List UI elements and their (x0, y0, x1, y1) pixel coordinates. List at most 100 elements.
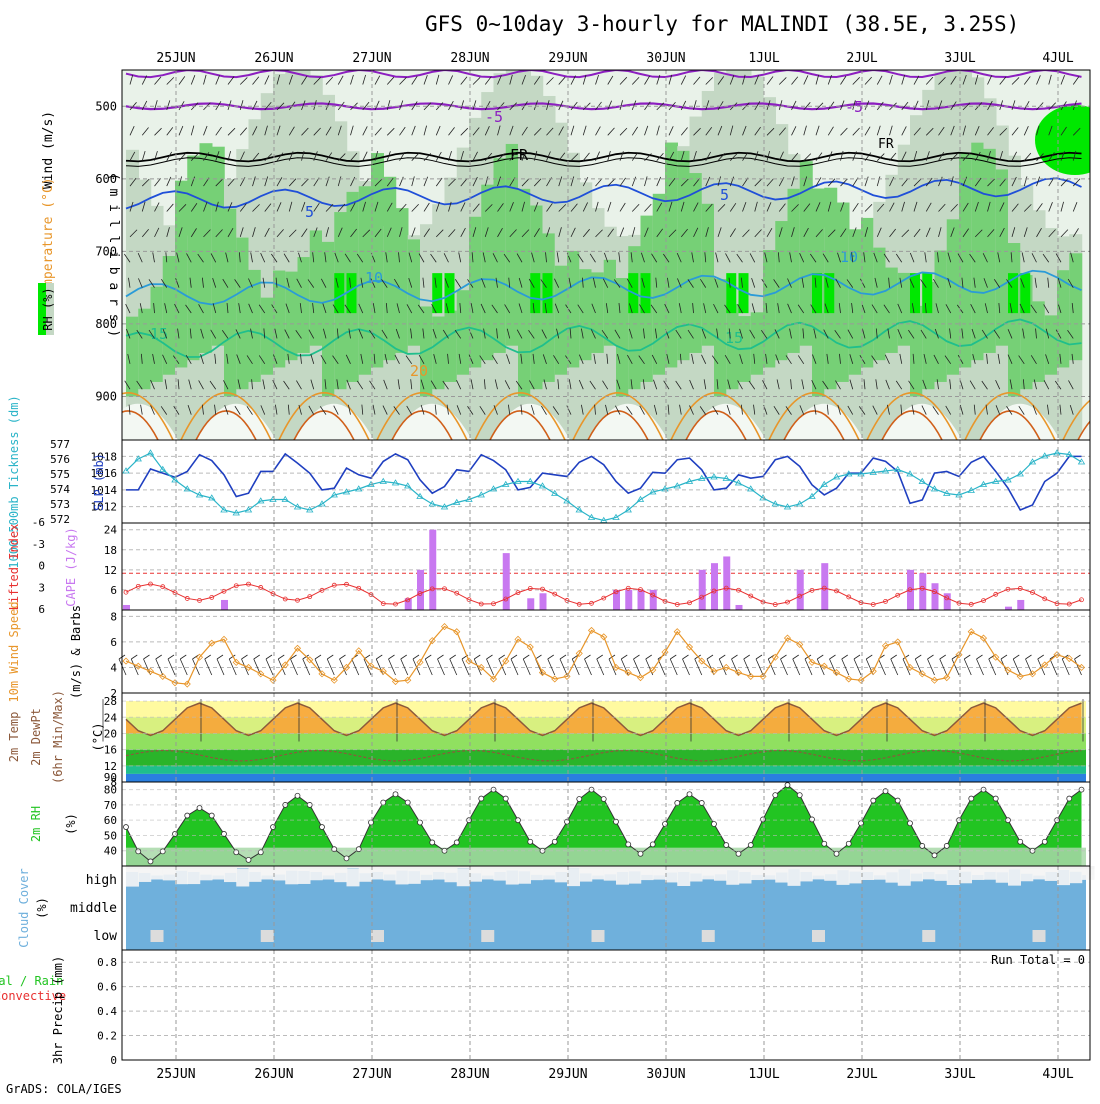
rh-band-mid (959, 152, 972, 368)
wind-barb (766, 127, 775, 136)
wind-barb (797, 355, 805, 365)
x-axis-label-top: 29JUN (548, 51, 587, 66)
wind-barb (863, 379, 866, 390)
wind-barb (333, 405, 339, 415)
isotherm-20-arch (768, 392, 860, 440)
wind-barb (411, 227, 416, 238)
wind-barb (325, 204, 334, 212)
wind-barb (314, 654, 322, 660)
wind-barb (827, 201, 832, 212)
wind-barb (976, 658, 984, 676)
wind-barb (238, 303, 241, 314)
wind-barb (337, 75, 344, 85)
cloud-high-clear (726, 869, 740, 885)
wind-barb (179, 658, 188, 676)
wind-barb (203, 229, 211, 238)
wind-barb (1025, 654, 1032, 660)
wind-barb (508, 277, 511, 288)
wind-barb (849, 379, 854, 390)
wind-barb (1060, 101, 1067, 111)
wind-speed-point (208, 639, 216, 647)
wind-barb (250, 328, 253, 339)
cape-bar (404, 598, 412, 610)
wind-barb (913, 178, 922, 187)
isotherm-20-arch (866, 392, 958, 440)
isotherm-20-arch (278, 392, 370, 440)
wind-barb (669, 658, 678, 676)
isotherm-20-arch (670, 392, 762, 440)
wind-barb (951, 658, 960, 676)
rh-point (429, 839, 436, 846)
wind-barb (689, 379, 694, 390)
wind-barb (546, 100, 550, 111)
thickness-point (992, 477, 1000, 484)
wind-barb (276, 177, 283, 187)
wind-barb (1060, 201, 1064, 212)
wind-barb (760, 329, 768, 339)
wind-barb (227, 127, 236, 136)
rh-band-wet (910, 273, 920, 314)
rh-tick-label: 50 (104, 829, 117, 842)
wind-barb (705, 100, 710, 111)
wind-barb (895, 253, 903, 263)
wind-barb (876, 125, 881, 136)
wind-barb (272, 380, 278, 390)
lifted-index-axis-label: Lifted Index (7, 524, 21, 611)
wind-barb (251, 379, 253, 390)
rh-point (968, 795, 975, 802)
thickness-point (747, 485, 755, 492)
wind-barb (125, 303, 131, 314)
cloud-low-gap (591, 930, 605, 942)
isotherm-label: -5 (845, 98, 863, 116)
wind-barb (201, 404, 204, 415)
wind-barb (656, 74, 661, 85)
wind-barb (815, 229, 823, 238)
wind-barb (335, 277, 339, 288)
lifted-index-point (858, 600, 864, 606)
wind-barb (839, 353, 841, 364)
wind-barb (606, 353, 609, 364)
cloud-high-clear (273, 869, 286, 881)
wind-barb (743, 658, 752, 676)
cloud-high-clear (1008, 869, 1021, 886)
wind-barb (472, 203, 480, 212)
rh-band-mid (469, 216, 482, 368)
wind-barb (1006, 279, 1013, 288)
temp-axis-label: 2m Temp (7, 712, 21, 763)
cape-bar (1005, 606, 1012, 610)
lifted-index-point (478, 601, 484, 607)
cloud-high-clear (456, 869, 470, 887)
wind-barb (871, 355, 878, 365)
thickness-point (967, 486, 975, 493)
thickness-point (673, 482, 681, 489)
wind-barb (235, 329, 241, 339)
rh-point (123, 824, 129, 830)
wind-barb (630, 252, 633, 263)
wind-barb (275, 277, 278, 288)
wind-speed-point (747, 672, 755, 680)
wind-barb (986, 353, 988, 364)
wind-barb (739, 354, 743, 364)
wind-barb (577, 304, 584, 314)
wind-barb (300, 353, 302, 364)
wind-speed-point (649, 666, 657, 674)
li-tick-label: 6 (38, 603, 45, 616)
wind-barb (495, 277, 498, 288)
lifted-index-point (135, 583, 141, 589)
wind-barb (803, 102, 811, 111)
wind-barb (152, 353, 155, 364)
wind-barb (753, 353, 756, 364)
rh-point (919, 843, 926, 849)
thickness-point (453, 498, 461, 505)
lifted-index-point (233, 583, 239, 589)
wind-barb (1035, 328, 1037, 339)
wind-barb (1036, 176, 1041, 187)
wind-barb (446, 404, 449, 415)
thickness-point (685, 477, 694, 484)
rh-band-wet (334, 273, 345, 314)
wind-barb (1057, 277, 1062, 288)
wind-barb (521, 75, 526, 85)
wind-barb (644, 203, 652, 212)
rh-band-mid (309, 230, 323, 346)
wind-barb (448, 201, 452, 212)
